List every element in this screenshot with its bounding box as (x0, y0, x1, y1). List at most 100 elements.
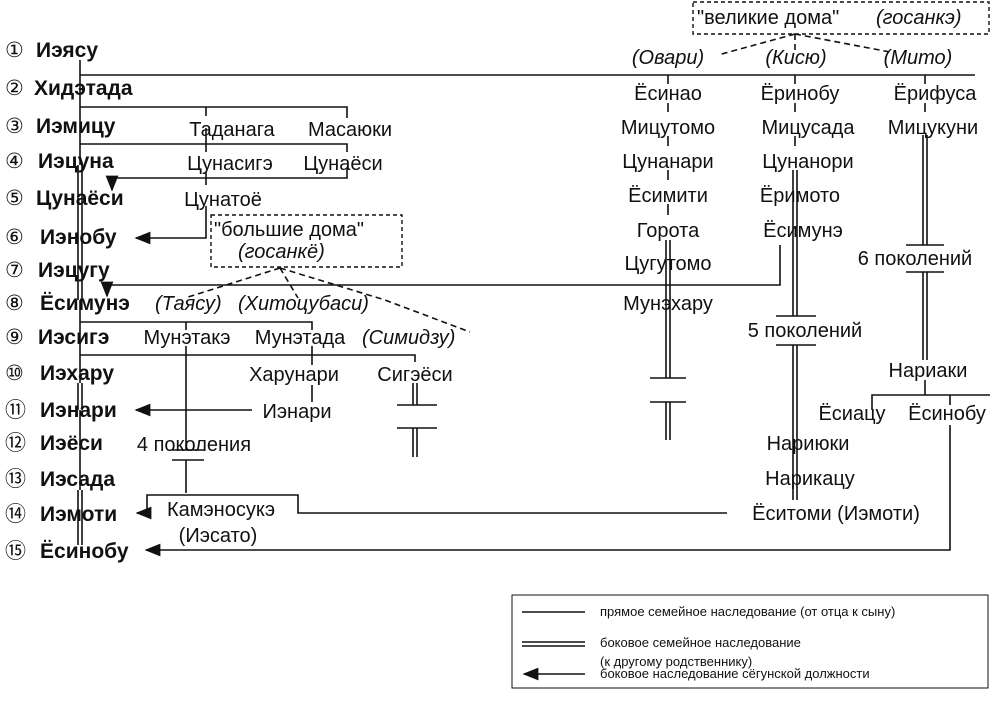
name-shigeyoshi: Сигэёси (377, 364, 452, 386)
shogun-10: ⑩ Иэхару (5, 362, 114, 385)
owari-line: Ёсинао Мицутомо Цунанари Ёсимити Горота … (621, 75, 715, 440)
sankyo-title: "большие дома" (214, 219, 364, 241)
mito-name: Нариаки (889, 360, 968, 382)
shogun-name: Ёсинобу (40, 540, 129, 563)
shogun-number: ⑬ (5, 468, 26, 491)
shogun-name: Иэхару (40, 362, 114, 385)
shogun-number: ⑪ (5, 399, 26, 422)
shogun-name: Иэцуна (38, 150, 114, 173)
shogun-name: Ёсимунэ (40, 292, 130, 315)
name-iesato: (Иэсато) (179, 525, 258, 547)
shogun-name: Иэнари (40, 399, 117, 422)
shogun-3: ③ Иэмицу (5, 115, 116, 138)
name-ienari-branch: Иэнари (262, 401, 331, 423)
mito-name: Ёрифуса (894, 83, 978, 105)
name-tsunashige: Цунасигэ (187, 153, 273, 175)
shogun-14: ⑭ Иэмоти (5, 503, 117, 526)
legend-collateral: боковое семейное наследование (600, 635, 801, 650)
shogun-number: ⑩ (5, 362, 24, 385)
legend-collateral-note: (к другому родственнику) (600, 654, 752, 669)
kishu-name: Ёринобу (761, 83, 840, 105)
sanke-title: "великие дома" (697, 7, 839, 29)
shogun-number: ② (5, 77, 24, 100)
label-5-generations: 5 поколений (748, 320, 862, 342)
name-munetada: Мунэтада (255, 327, 346, 349)
mito-name: Ёсиацу (818, 403, 885, 425)
shogun-list: ① Иэясу ② Хидэтада ③ Иэмицу ④ Иэцуна ⑤ Цунаёс… (5, 39, 133, 563)
house-mito: (Мито) (884, 47, 953, 69)
owari-name: Горота (637, 220, 700, 242)
name-kamenosuke: Камэносукэ (167, 499, 275, 521)
legend: прямое семейное наследование (от отца к … (511, 594, 989, 689)
shogun-number: ① (5, 39, 24, 62)
kishu-name: Цунанори (762, 151, 853, 173)
shogun-name: Иэсигэ (38, 326, 109, 349)
shogun-number: ⑥ (5, 226, 24, 249)
branch-names: Таданага Масаюки Цунасигэ Цунаёси Цунато… (137, 119, 455, 547)
legend-double-line (522, 641, 585, 647)
kishu-name: Нариюки (767, 433, 850, 455)
shogun-number: ⑦ (5, 259, 24, 282)
shogun-6: ⑥ Иэнобу (5, 226, 117, 249)
name-hitotsubashi: (Хитоцубаси) (238, 293, 369, 315)
shogun-4: ④ Иэцуна (5, 150, 114, 173)
shogun-15: ⑮ Ёсинобу (5, 540, 129, 563)
shogun-name: Хидэтада (34, 77, 133, 100)
shogun-number: ⑧ (5, 292, 24, 315)
kishu-line: Ёринобу Мицусада Цунанори Ёримото Ёсимун… (748, 75, 920, 525)
sankyo-box: "большие дома" (госанкё) (Таясу) (Хитоцу… (155, 214, 471, 333)
mito-line: Ёрифуса Мицукуни 6 поколений Нариаки Ёси… (818, 75, 990, 425)
owari-name: Мунэхару (623, 293, 713, 315)
kishu-name: Ёсимунэ (763, 220, 843, 242)
name-harunari: Харунари (249, 364, 339, 386)
kishu-name: Мицусада (762, 117, 856, 139)
shogun-7: ⑦ Иэцугу (5, 259, 110, 282)
shogun-2: ② Хидэтада (5, 77, 133, 100)
shogun-13: ⑬ Иэсада (5, 468, 115, 491)
shogun-name: Иэясу (36, 39, 98, 62)
owari-name: Ёсимити (628, 185, 708, 207)
shogun-name: Иэмицу (36, 115, 116, 138)
owari-name: Ёсинао (634, 83, 702, 105)
shogun-name: Иэсада (40, 468, 115, 491)
shogun-12: ⑫ Иэёси (5, 432, 103, 455)
shogun-1: ① Иэясу (5, 39, 98, 62)
shogun-number: ④ (5, 150, 24, 173)
main-trunk-lines (77, 60, 975, 557)
sanke-subtitle: (госанкэ) (876, 7, 962, 29)
kishu-name: Нарикацу (765, 468, 855, 490)
owari-name: Цугутомо (624, 253, 711, 275)
house-owari: (Овари) (632, 47, 704, 69)
shogun-number: ③ (5, 115, 24, 138)
shogun-5: ⑤ Цунаёси (5, 187, 124, 210)
mito-name: Ёсинобу (908, 403, 986, 425)
shogun-name: Иэёси (40, 432, 103, 455)
shogun-number: ⑭ (5, 503, 26, 526)
label-4-generations: 4 поколения (137, 434, 251, 456)
shogun-number: ⑨ (5, 326, 24, 349)
sankyo-subtitle: (госанкё) (238, 241, 325, 263)
label-6-generations: 6 поколений (858, 248, 972, 270)
name-tayasu: (Таясу) (155, 293, 222, 315)
name-masayuki: Масаюки (308, 119, 392, 141)
shogun-number: ⑤ (5, 187, 24, 210)
kishu-name: Ёситоми (Иэмоти) (752, 503, 920, 525)
house-kishu: (Кисю) (765, 47, 826, 69)
shogun-name: Цунаёси (36, 187, 124, 210)
legend-direct: прямое семейное наследование (от отца к … (600, 604, 895, 619)
shogun-number: ⑫ (5, 432, 26, 455)
name-tsunayoshi-branch: Цунаёси (303, 153, 382, 175)
name-tsunatoyo: Цунатоё (184, 189, 262, 211)
name-munetake: Мунэтакэ (144, 327, 231, 349)
shogun-11: ⑪ Иэнари (5, 399, 117, 422)
kishu-name: Ёримото (760, 185, 840, 207)
sanke-box: "великие дома" (госанкэ) (Овари) (Кисю) … (632, 1, 990, 69)
legend-shogunal: боковое наследование сёгунской должности (600, 666, 870, 681)
owari-name: Мицутомо (621, 117, 715, 139)
shogun-9: ⑨ Иэсигэ (5, 326, 109, 349)
shogun-8: ⑧ Ёсимунэ (5, 292, 130, 315)
shogun-number: ⑮ (5, 540, 26, 563)
mito-name: Мицукуни (888, 117, 978, 139)
